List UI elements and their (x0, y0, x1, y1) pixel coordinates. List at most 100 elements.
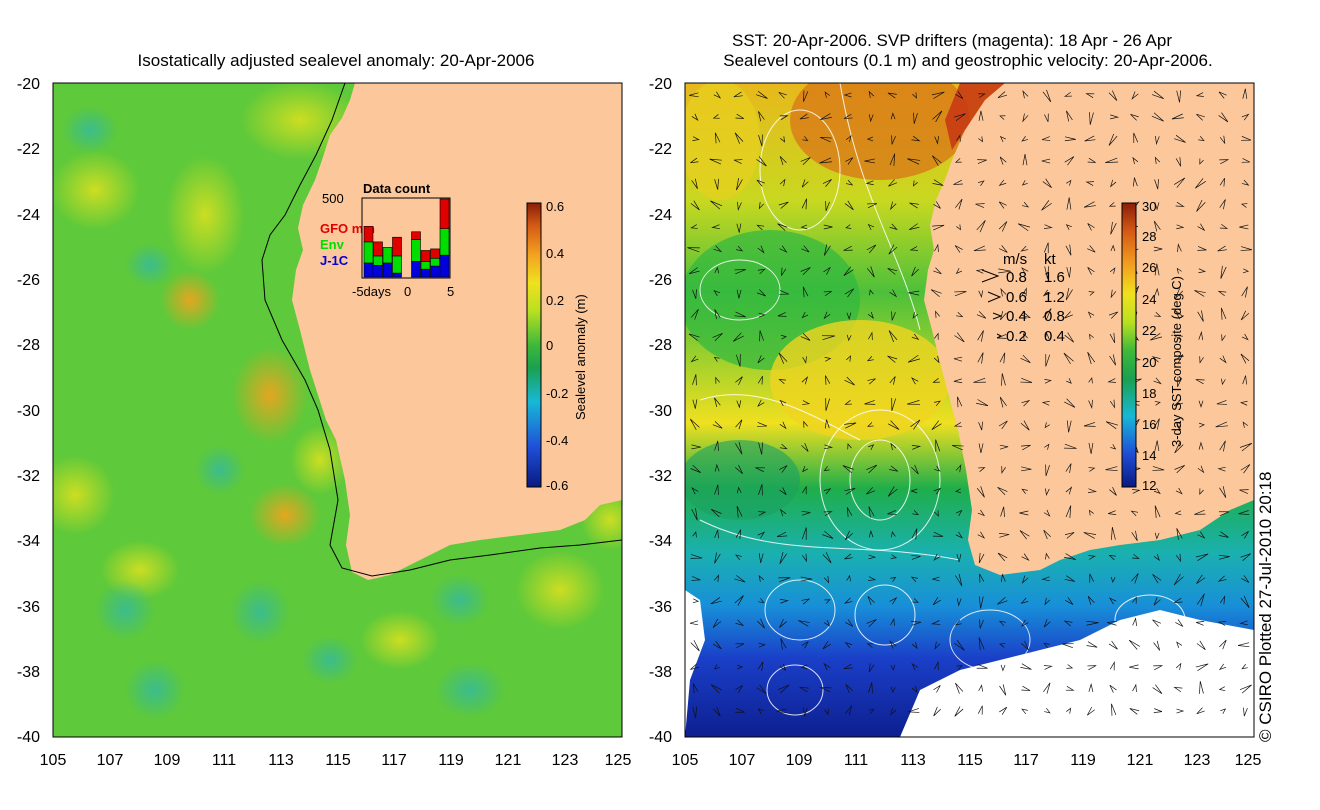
velocity-arrow (890, 554, 898, 559)
velocity-arrow (868, 663, 875, 673)
velocity-arrow (1129, 708, 1140, 715)
velocity-arrow (934, 332, 939, 340)
velocity-arrow (710, 200, 723, 210)
data-count-inset: Data count 500 GFO mm Env J-1C -5days 0 … (320, 181, 454, 299)
velocity-arrow (1239, 400, 1248, 406)
velocity-arrow (1173, 177, 1186, 188)
velocity-arrow (819, 136, 832, 143)
velocity-arrow (953, 356, 963, 362)
velocity-arrow (1219, 223, 1229, 229)
velocity-arrow (1109, 684, 1117, 693)
velocity-arrow (866, 619, 877, 628)
velocity-key-ms: 0.2 (1006, 328, 1027, 345)
velocity-arrow (712, 618, 722, 628)
velocity-arrow (1087, 311, 1095, 319)
velocity-arrow (757, 245, 765, 254)
velocity-arrow (931, 576, 940, 582)
velocity-arrow (1064, 575, 1076, 582)
velocity-arrow (1132, 596, 1137, 604)
left-y-tick: -40 (17, 729, 40, 746)
velocity-arrow (934, 136, 939, 145)
velocity-arrow (758, 202, 765, 210)
velocity-arrow (779, 598, 789, 604)
velocity-arrow (690, 554, 703, 559)
velocity-arrow (757, 708, 764, 714)
velocity-arrow (714, 132, 721, 144)
velocity-arrow (1195, 92, 1204, 97)
velocity-arrow (954, 158, 962, 163)
velocity-arrow (911, 377, 919, 385)
inset-bar-segment (439, 198, 450, 229)
velocity-arrow (1063, 352, 1074, 365)
velocity-arrow (1087, 488, 1098, 493)
velocity-arrow (956, 598, 962, 607)
sla-colorbar-tick: -0.2 (546, 386, 568, 401)
velocity-arrow (977, 352, 984, 364)
velocity-arrow (844, 400, 852, 405)
velocity-arrow (692, 399, 698, 409)
velocity-arrow (1044, 443, 1050, 450)
velocity-arrow (907, 400, 920, 405)
velocity-arrow (801, 245, 810, 253)
velocity-arrow (823, 444, 834, 450)
velocity-arrow (802, 136, 809, 141)
inset-bar-segment (411, 261, 421, 278)
velocity-arrow (934, 243, 939, 252)
sst-colorbar-tick: 24 (1142, 292, 1156, 307)
velocity-arrow (866, 244, 877, 254)
velocity-arrow (956, 134, 961, 142)
velocity-arrow (865, 180, 874, 186)
velocity-arrow (734, 595, 744, 606)
velocity-arrow (933, 355, 940, 364)
velocity-arrow (1066, 707, 1072, 714)
velocity-arrow (1130, 510, 1139, 517)
right-x-tick: 121 (1127, 752, 1154, 769)
left-map-frame (52, 82, 623, 738)
velocity-key-arrow-icon (996, 333, 1003, 339)
velocity-arrow (1089, 333, 1094, 340)
velocity-arrow (1109, 354, 1117, 366)
velocity-arrow (1065, 244, 1072, 256)
velocity-arrow (867, 311, 874, 319)
velocity-arrow (911, 663, 919, 671)
velocity-arrow (780, 638, 787, 650)
velocity-arrow (887, 92, 897, 99)
velocity-arrow (1241, 136, 1252, 141)
velocity-arrow (1173, 399, 1184, 407)
velocity-arrow (1219, 135, 1226, 145)
velocity-arrow (1218, 112, 1229, 123)
velocity-arrow (1044, 113, 1049, 123)
velocity-arrow (1154, 440, 1160, 452)
velocity-arrow (1241, 664, 1248, 670)
velocity-arrow (802, 707, 808, 717)
velocity-arrow (889, 376, 896, 385)
velocity-arrow (1088, 291, 1095, 296)
velocity-arrow (800, 224, 808, 230)
velocity-arrow (911, 555, 921, 560)
velocity-arrow (714, 463, 720, 472)
velocity-arrow (1105, 466, 1118, 471)
copyright-notice: © CSIRO Plotted 27-Jul-2010 20:18 (1256, 471, 1275, 742)
velocity-arrow (736, 223, 742, 233)
velocity-arrow (1151, 90, 1164, 99)
velocity-arrow (867, 378, 876, 385)
velocity-arrow (1174, 309, 1184, 320)
velocity-arrow (1176, 641, 1183, 649)
velocity-arrow (1218, 686, 1226, 692)
inset-bar-segment (439, 228, 450, 256)
velocity-arrow (713, 706, 721, 717)
velocity-key-ms: 0.8 (1006, 269, 1027, 286)
velocity-key-header-kt: kt (1044, 251, 1057, 268)
inset-x-label-right: 5 (447, 284, 454, 299)
velocity-arrow (1173, 573, 1184, 586)
velocity-arrow (844, 530, 854, 541)
velocity-arrow (776, 531, 788, 538)
velocity-arrow (1109, 486, 1117, 496)
velocity-arrow (979, 619, 984, 629)
velocity-arrow (755, 467, 765, 473)
velocity-arrow (1045, 464, 1050, 477)
velocity-arrow (978, 136, 984, 143)
velocity-arrow (934, 466, 941, 472)
velocity-arrow (911, 445, 922, 450)
velocity-arrow (1000, 506, 1005, 518)
